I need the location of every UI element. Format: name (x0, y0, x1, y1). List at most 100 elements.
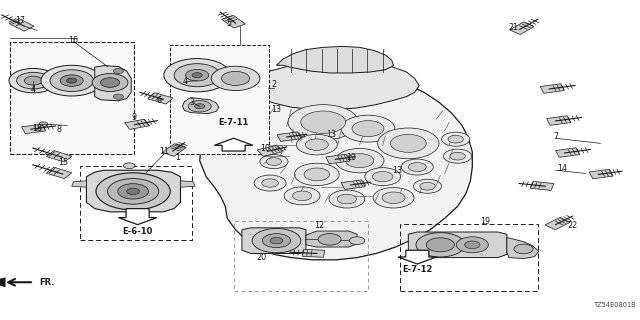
Circle shape (420, 182, 435, 190)
Circle shape (266, 158, 282, 165)
Circle shape (426, 238, 454, 252)
Circle shape (192, 73, 202, 78)
Circle shape (341, 115, 395, 142)
Circle shape (188, 100, 211, 112)
Circle shape (164, 59, 230, 92)
Polygon shape (556, 148, 580, 157)
Circle shape (390, 134, 426, 152)
Circle shape (50, 70, 93, 92)
Text: 17: 17 (15, 16, 26, 25)
Polygon shape (148, 93, 173, 104)
Polygon shape (589, 169, 613, 179)
Text: 16: 16 (68, 36, 79, 44)
Polygon shape (72, 181, 86, 187)
Circle shape (382, 192, 405, 204)
Circle shape (465, 241, 480, 249)
Circle shape (413, 179, 442, 193)
Circle shape (174, 64, 220, 87)
Circle shape (335, 148, 384, 173)
Circle shape (349, 237, 365, 244)
Circle shape (262, 234, 291, 248)
Circle shape (372, 172, 393, 182)
Circle shape (260, 155, 288, 169)
Circle shape (254, 175, 286, 191)
Bar (170, 45, 269, 154)
Text: 22: 22 (568, 221, 578, 230)
Polygon shape (118, 209, 157, 225)
Circle shape (113, 68, 124, 74)
Circle shape (416, 233, 465, 257)
Text: 8: 8 (56, 125, 61, 134)
Circle shape (456, 237, 488, 253)
Circle shape (514, 244, 533, 254)
Text: 10: 10 (260, 144, 271, 153)
Circle shape (318, 234, 341, 245)
Polygon shape (509, 22, 534, 35)
Circle shape (39, 122, 48, 126)
Text: 2: 2 (271, 80, 276, 89)
Polygon shape (303, 249, 324, 257)
Text: 18: 18 (32, 124, 42, 133)
Circle shape (448, 135, 463, 143)
Text: 14: 14 (557, 164, 567, 173)
Polygon shape (0, 278, 5, 287)
Circle shape (284, 187, 320, 205)
Circle shape (346, 154, 374, 168)
Circle shape (378, 128, 439, 159)
Polygon shape (341, 180, 365, 189)
Polygon shape (531, 181, 554, 190)
Circle shape (442, 132, 470, 146)
Text: 13: 13 (392, 166, 402, 175)
Polygon shape (545, 217, 570, 230)
Polygon shape (22, 124, 45, 134)
Circle shape (444, 149, 472, 163)
Polygon shape (277, 132, 301, 141)
Polygon shape (222, 15, 246, 28)
Polygon shape (182, 98, 219, 114)
Circle shape (296, 134, 337, 155)
Text: 11: 11 (159, 147, 170, 156)
Polygon shape (163, 144, 186, 156)
Polygon shape (242, 228, 306, 253)
Circle shape (127, 188, 140, 195)
Text: 19: 19 (480, 217, 490, 226)
Text: E-6-10: E-6-10 (122, 227, 153, 236)
Text: 3: 3 (189, 98, 195, 107)
Polygon shape (251, 61, 419, 109)
Circle shape (221, 71, 250, 85)
Circle shape (118, 184, 148, 199)
Circle shape (100, 78, 120, 87)
Circle shape (186, 69, 209, 81)
Text: E-7-11: E-7-11 (218, 118, 249, 127)
Polygon shape (398, 250, 436, 264)
Polygon shape (540, 84, 564, 93)
Circle shape (365, 168, 401, 186)
Polygon shape (276, 46, 394, 73)
Text: E-7-12: E-7-12 (402, 265, 433, 274)
Polygon shape (306, 231, 357, 247)
Text: 15: 15 (58, 158, 68, 167)
Text: 5: 5 (227, 19, 232, 28)
Circle shape (211, 66, 260, 91)
Text: 20: 20 (256, 253, 266, 262)
Text: 9: 9 (132, 113, 137, 122)
Circle shape (337, 194, 356, 204)
Circle shape (288, 105, 358, 140)
Circle shape (24, 76, 42, 85)
Circle shape (401, 159, 433, 175)
Polygon shape (9, 19, 34, 31)
Circle shape (41, 65, 102, 96)
Polygon shape (507, 237, 539, 259)
Bar (10, 42, 134, 154)
Circle shape (304, 168, 330, 181)
Polygon shape (547, 116, 571, 125)
Polygon shape (86, 170, 180, 212)
Circle shape (113, 94, 124, 99)
Circle shape (262, 179, 278, 187)
Circle shape (17, 72, 50, 89)
Text: 13: 13 (326, 130, 337, 139)
Polygon shape (47, 167, 72, 179)
Circle shape (67, 78, 77, 83)
Circle shape (450, 152, 465, 160)
Polygon shape (95, 66, 131, 101)
